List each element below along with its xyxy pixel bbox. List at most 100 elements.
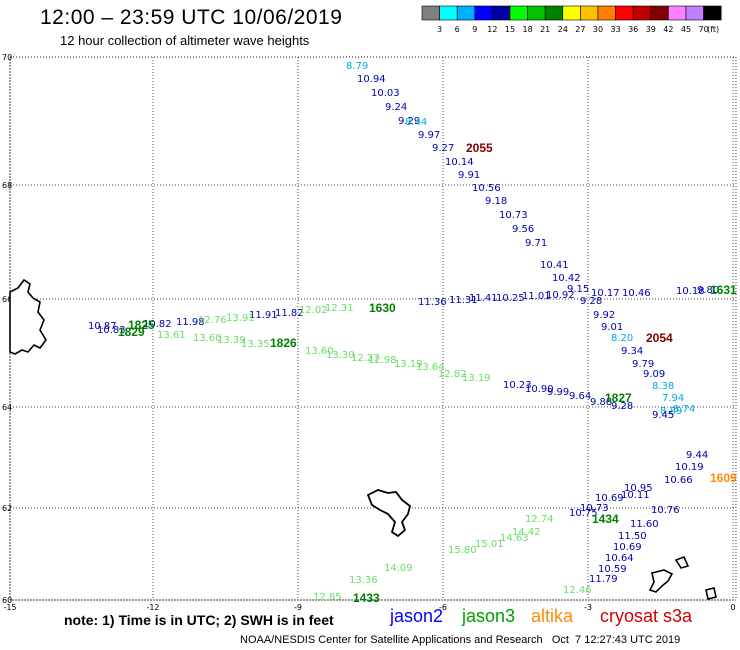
wave-height-label: 10.14: [445, 157, 474, 168]
colorbar-tick-label: 42: [663, 25, 673, 34]
wave-height-label: 10.69: [613, 542, 642, 553]
wave-height-label: 11.91: [249, 310, 278, 321]
wave-height-label: 9.34: [621, 346, 643, 357]
wave-height-label: 12.31: [325, 303, 354, 314]
wave-height-label: 12.85: [313, 592, 342, 603]
wave-height-label: 11.01: [522, 291, 551, 302]
x-tick-label: 0: [730, 603, 735, 612]
wave-height-label: 11.36: [418, 297, 447, 308]
wave-height-label: 9.97: [418, 130, 440, 141]
wave-height-label: 10.59: [598, 564, 627, 575]
wave-height-label: 9.88: [590, 397, 612, 408]
wave-height-label: 10.56: [472, 183, 501, 194]
colorbar-tick-label: 39: [646, 25, 656, 34]
shetland-islands-landmass: [648, 555, 717, 600]
wave-height-label: 14.42: [512, 527, 541, 538]
wave-height-label: 10.03: [371, 88, 400, 99]
pass-label-1609: 1609: [710, 471, 737, 485]
wave-height-label: 13.35: [241, 339, 270, 350]
x-tick-label: -15: [3, 603, 16, 612]
colorbar-swatch: [421, 5, 440, 21]
wave-height-label: 10.66: [664, 475, 693, 486]
wave-height-label: 10.23: [503, 380, 532, 391]
wave-height-label: 9.27: [432, 143, 454, 154]
wave-height-label: 15.01: [475, 539, 504, 550]
wave-height-label: 10.11: [621, 490, 650, 501]
wave-height-label: 10.17: [591, 288, 620, 299]
colorbar-swatch: [439, 5, 458, 21]
legend-cryosat: cryosat s3a: [600, 606, 693, 626]
pass-label-1433: 1433: [353, 591, 380, 605]
pass-label-1825: 1825: [128, 318, 155, 332]
wave-height-label: 12.02: [299, 305, 328, 316]
wave-height-label: 13.19: [394, 359, 423, 370]
wave-height-label: 10.75: [569, 508, 598, 519]
y-tick-label: 70: [2, 53, 12, 62]
y-tick-label: 60: [2, 596, 12, 605]
colorbar-unit: (ft): [707, 25, 719, 34]
legend-altika: altika: [531, 606, 574, 626]
wave-height-label: 9.71: [525, 238, 547, 249]
wave-height-label: 10.95: [624, 483, 653, 494]
wave-height-label: 12.74: [525, 514, 554, 525]
wave-height-label: 9.79: [632, 359, 654, 370]
colorbar-swatch: [474, 5, 493, 21]
wave-height-label: 10.18: [676, 286, 705, 297]
colorbar-swatch: [632, 5, 652, 21]
colorbar-tick-label: 6: [455, 25, 460, 34]
colorbar-swatch: [703, 5, 722, 21]
colorbar-tick-label: 45: [681, 25, 691, 34]
wave-height-label: 14.09: [384, 563, 413, 574]
wave-height-label: 9.15: [567, 284, 589, 295]
wave-height-label: 10.73: [580, 503, 609, 514]
colorbar-swatch: [456, 5, 476, 21]
wave-height-label: 8.79: [346, 61, 368, 72]
wave-height-label: 9.99: [547, 387, 569, 398]
wave-height-label: 12.46: [563, 585, 592, 596]
wave-height-label: 10.41: [540, 260, 569, 271]
wave-height-label: 10.69: [595, 493, 624, 504]
wave-height-label: 9.45: [652, 410, 674, 421]
wave-height-label: 10.87: [88, 321, 117, 332]
legend-jason3: jason3: [462, 606, 516, 626]
wave-height-label: 12.27: [351, 353, 380, 364]
plot-frame: [9, 56, 737, 601]
wave-height-label: 8.44: [405, 117, 427, 128]
colorbar-swatch: [650, 5, 669, 21]
wave-height-label: 10.90: [525, 384, 554, 395]
legend-jason2: jason2: [390, 606, 444, 626]
wave-height-label: 9.28: [580, 296, 602, 307]
colorbar-tick-label: 33: [611, 25, 621, 34]
wave-height-label: 13.36: [349, 575, 378, 586]
wave-height-label: 13.91: [226, 313, 255, 324]
colorbar-swatch: [615, 5, 634, 21]
wave-height-label: 12.76: [198, 315, 227, 326]
wave-height-label: 10.25: [496, 293, 525, 304]
wave-height-label: 12.98: [368, 355, 397, 366]
wave-height-label: 10.42: [552, 273, 581, 284]
wave-height-labels: 10.94 10.03 9.24 9.29 9.97 9.27 10.14 9.91 10.56…: [88, 61, 719, 603]
pass-label-2055: 2055: [466, 141, 493, 155]
colorbar-tick-label: 21: [540, 25, 550, 34]
wave-height-label: 14.63: [500, 533, 529, 544]
wave-height-label: 11.82: [275, 308, 304, 319]
colorbar-tick-label: 18: [523, 25, 533, 34]
wave-height-label: 9.24: [385, 102, 407, 113]
wave-height-label: 8.74: [673, 404, 695, 415]
wave-height-label: 13.19: [462, 373, 491, 384]
map-title: 12:00 – 23:59 UTC 10/06/2019: [40, 6, 343, 29]
colorbar-swatch: [597, 5, 616, 21]
greenland-coast-landmass: [9, 278, 47, 355]
footer-credit: NOAA/NESDIS Center for Satellite Applica…: [240, 634, 681, 646]
colorbar-tick-label: 70: [699, 25, 709, 34]
x-tick-label: -3: [584, 603, 592, 612]
wave-height-label: 11.50: [618, 531, 647, 542]
wave-height-label: 9.56: [512, 224, 534, 235]
wave-height-label: 13.61: [157, 330, 186, 341]
colorbar-legend: 3 6 9 12 15 18 21 24 27 30 33 36 39 42 45 70(ft): [421, 5, 722, 34]
colorbar-swatch: [509, 5, 528, 21]
wave-height-label: 13.39: [217, 335, 246, 346]
pass-label-1829: 1829: [118, 325, 145, 339]
